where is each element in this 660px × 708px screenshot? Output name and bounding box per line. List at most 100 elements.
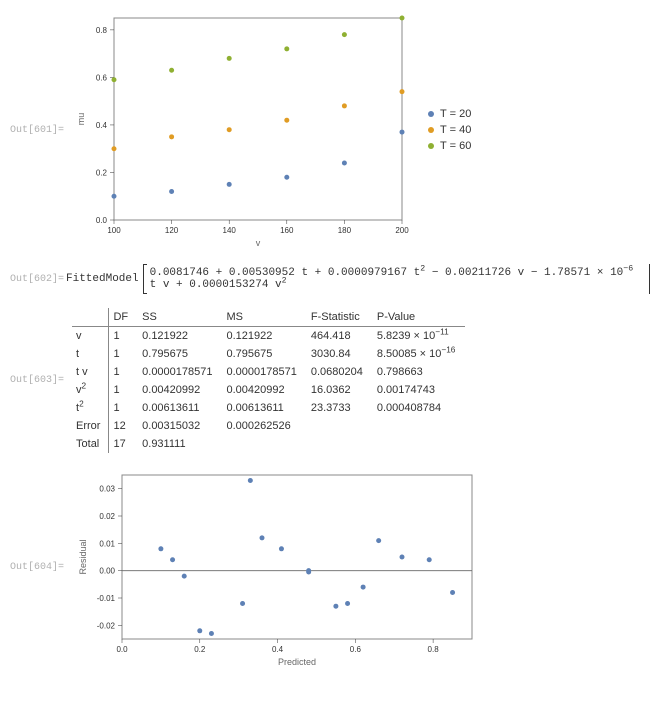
data-point (284, 175, 289, 180)
svg-text:-0.02: -0.02 (97, 621, 116, 630)
svg-text:Residual: Residual (78, 539, 88, 574)
data-point (342, 103, 347, 108)
svg-text:200: 200 (395, 226, 409, 235)
table-row: Error120.003150320.000262526 (72, 417, 465, 435)
data-point (427, 557, 432, 562)
legend-label: T = 20 (440, 108, 471, 120)
table-row: Total170.931111 (72, 435, 465, 453)
scatter-chart-group: 1001201401601802000.00.20.40.60.8vmu T =… (72, 10, 471, 250)
svg-text:0.6: 0.6 (350, 645, 362, 654)
data-point (400, 555, 405, 560)
anova-cell: 1 (109, 345, 138, 363)
output-cell-604: Out[604]= 0.00.20.40.60.8-0.02-0.010.000… (10, 467, 650, 667)
anova-cell: 0.795675 (138, 345, 222, 363)
data-point (112, 77, 117, 82)
anova-cell: 0.00613611 (138, 399, 222, 417)
data-point (227, 182, 232, 187)
svg-text:0.4: 0.4 (96, 121, 108, 130)
svg-text:0.8: 0.8 (96, 26, 108, 35)
svg-text:0.6: 0.6 (96, 73, 108, 82)
svg-text:Predicted: Predicted (278, 657, 316, 667)
anova-cell (373, 417, 466, 435)
anova-cell: 8.50085 × 10−16 (373, 345, 466, 363)
svg-text:0.01: 0.01 (99, 539, 115, 548)
anova-cell: 0.000408784 (373, 399, 466, 417)
residual-chart: 0.00.20.40.60.8-0.02-0.010.000.010.020.0… (72, 467, 482, 667)
output-cell-601: Out[601]= 1001201401601802000.00.20.40.6… (10, 10, 650, 250)
svg-text:0.0: 0.0 (116, 645, 128, 654)
fitted-model-label: FittedModel (66, 273, 139, 285)
data-point (400, 16, 405, 21)
scatter-legend: T = 20T = 40T = 60 (428, 104, 471, 156)
data-point (284, 46, 289, 51)
anova-cell: 0.00613611 (223, 399, 307, 417)
data-point (112, 146, 117, 151)
scatter-chart: 1001201401601802000.00.20.40.60.8vmu (72, 10, 412, 250)
anova-cell: 0.00420992 (223, 381, 307, 399)
data-point (169, 134, 174, 139)
table-row: v10.1219220.121922464.4185.8239 × 10−11 (72, 327, 465, 346)
fitted-model-expression: 0.0081746 + 0.00530952 t + 0.0000979167 … (143, 264, 650, 294)
data-point (112, 194, 117, 199)
svg-text:0.02: 0.02 (99, 512, 115, 521)
data-point (260, 535, 265, 540)
anova-cell: 1 (109, 363, 138, 381)
svg-text:0.0: 0.0 (96, 216, 108, 225)
svg-text:0.8: 0.8 (428, 645, 440, 654)
data-point (227, 127, 232, 132)
data-point (227, 56, 232, 61)
svg-text:-0.01: -0.01 (97, 594, 116, 603)
anova-cell: 5.8239 × 10−11 (373, 327, 466, 346)
data-point (197, 628, 202, 633)
legend-item: T = 20 (428, 108, 471, 120)
data-point (169, 189, 174, 194)
data-point (209, 631, 214, 636)
data-point (182, 574, 187, 579)
table-row: t v10.00001785710.00001785710.06802040.7… (72, 363, 465, 381)
data-point (240, 601, 245, 606)
anova-cell: 0.795675 (223, 345, 307, 363)
anova-row-label: v2 (72, 381, 109, 399)
anova-row-label: v (72, 327, 109, 346)
legend-swatch (428, 111, 434, 117)
anova-row-label: Error (72, 417, 109, 435)
table-row: v210.004209920.0042099216.03620.00174743 (72, 381, 465, 399)
svg-text:0.03: 0.03 (99, 485, 115, 494)
svg-text:180: 180 (338, 226, 352, 235)
anova-cell: 0.000262526 (223, 417, 307, 435)
anova-header (72, 308, 109, 327)
anova-cell: 12 (109, 417, 138, 435)
anova-cell (307, 417, 373, 435)
anova-cell: 0.00174743 (373, 381, 466, 399)
table-row: t210.006136110.0061361123.37330.00040878… (72, 399, 465, 417)
data-point (361, 585, 366, 590)
legend-swatch (428, 127, 434, 133)
anova-cell: 0.931111 (138, 435, 222, 453)
data-point (279, 546, 284, 551)
out-label: Out[604]= (10, 562, 64, 573)
out-label: Out[603]= (10, 375, 64, 386)
data-point (158, 546, 163, 551)
svg-text:mu: mu (76, 113, 86, 126)
data-point (400, 130, 405, 135)
data-point (342, 160, 347, 165)
data-point (450, 590, 455, 595)
legend-label: T = 40 (440, 124, 471, 136)
svg-text:100: 100 (107, 226, 121, 235)
anova-cell: 3030.84 (307, 345, 373, 363)
svg-text:0.4: 0.4 (272, 645, 284, 654)
anova-row-label: t (72, 345, 109, 363)
anova-header: P-Value (373, 308, 466, 327)
anova-row-label: t v (72, 363, 109, 381)
anova-cell: 0.798663 (373, 363, 466, 381)
legend-item: T = 40 (428, 124, 471, 136)
anova-cell: 0.0000178571 (223, 363, 307, 381)
svg-text:0.2: 0.2 (96, 168, 108, 177)
anova-cell: 0.121922 (223, 327, 307, 346)
output-cell-603: Out[603]= DFSSMSF-StatisticP-Valuev10.12… (10, 308, 650, 453)
data-point (333, 604, 338, 609)
output-cell-602: Out[602]= FittedModel 0.0081746 + 0.0053… (10, 264, 650, 294)
svg-text:0.2: 0.2 (194, 645, 206, 654)
data-point (248, 478, 253, 483)
data-point (342, 32, 347, 37)
